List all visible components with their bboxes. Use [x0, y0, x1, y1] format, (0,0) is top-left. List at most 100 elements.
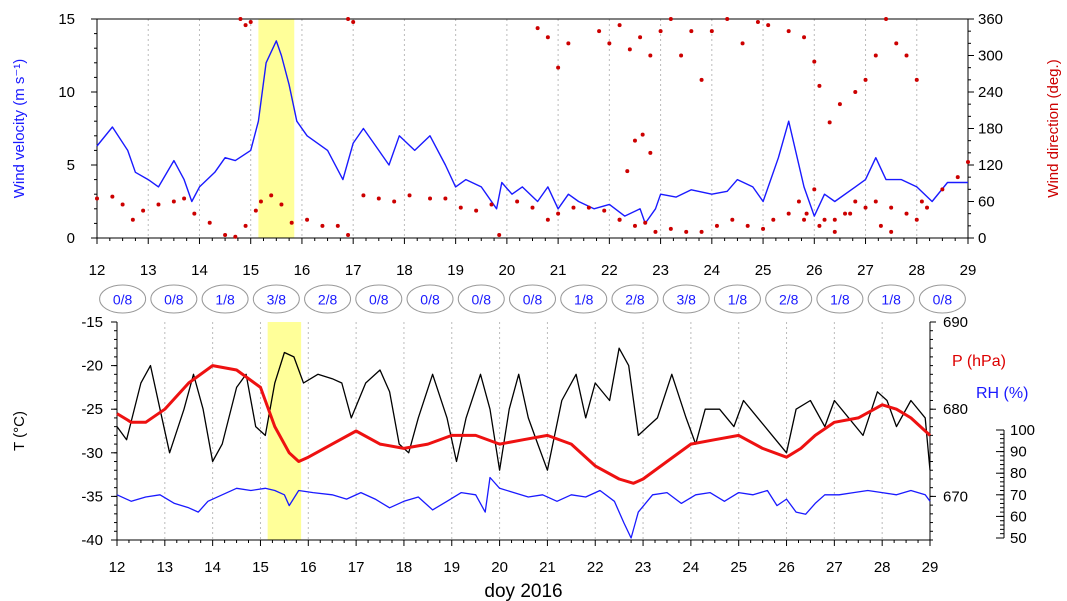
x-tick-label: 27 — [826, 559, 843, 576]
y-right-axis-label: Wind direction (deg.) — [1045, 59, 1062, 197]
x-tick-label: 14 — [191, 262, 208, 279]
x-tick-label: 14 — [204, 559, 221, 576]
wind-direction-point — [617, 23, 622, 28]
pressure-line — [116, 364, 932, 485]
cloud-cover-oval — [99, 284, 147, 314]
y-left-tick-label: -15 — [81, 314, 103, 331]
wind-direction-point — [535, 26, 540, 31]
wind-direction-point — [684, 229, 689, 234]
cloud-cover-label: 1/8 — [728, 292, 748, 308]
cloud-cover-oval — [304, 284, 352, 314]
wind-direction-point — [182, 196, 187, 201]
wind-direction-point — [812, 59, 817, 64]
wind-direction-point — [207, 220, 212, 225]
wind-direction-point — [863, 205, 868, 210]
x-tick-label: 26 — [806, 262, 823, 279]
wind-direction-point — [894, 41, 899, 46]
wind-direction-point — [761, 226, 766, 231]
cloud-cover-label: 0/8 — [164, 292, 184, 308]
y-left-tick-label: 15 — [58, 11, 75, 28]
y-left-tick-label: -30 — [81, 445, 103, 462]
wind-direction-point — [156, 202, 161, 207]
cloud-cover-label: 3/8 — [267, 292, 287, 308]
wind-direction-point — [607, 41, 612, 46]
x-tick-label: 18 — [396, 262, 413, 279]
x-tick-label: 17 — [345, 262, 362, 279]
wind-direction-point — [258, 199, 263, 204]
wind-direction-point — [904, 211, 909, 216]
x-tick-label: 15 — [242, 262, 259, 279]
x-tick-label: 20 — [491, 559, 508, 576]
x-tick-label: 28 — [874, 559, 891, 576]
wind-direction-point — [428, 196, 433, 201]
wind-direction-point — [223, 232, 228, 237]
y-left-tick-label: 10 — [58, 84, 75, 101]
wind-direction-point — [802, 35, 807, 40]
x-tick-label: 17 — [348, 559, 365, 576]
wind-direction-point — [632, 138, 637, 143]
wind-direction-point — [497, 232, 502, 237]
y-left-axis-label: T (°C) — [11, 411, 28, 451]
cloud-cover-oval — [406, 284, 454, 314]
cloud-cover-oval — [713, 284, 761, 314]
wind-direction-point — [130, 217, 135, 222]
wind-direction-point — [837, 102, 842, 107]
cloud-cover-label: 0/8 — [523, 292, 543, 308]
wind-direction-point — [602, 208, 607, 213]
wind-direction-point — [305, 217, 310, 222]
x-tick-label: 19 — [443, 559, 460, 576]
cloud-cover-label: 1/8 — [215, 292, 235, 308]
wind-direction-point — [643, 220, 648, 225]
temperature-line — [116, 347, 931, 471]
cloud-cover-label: 1/8 — [881, 292, 901, 308]
x-tick-label: 24 — [703, 262, 720, 279]
y-left-axis-label: Wind velocity (m s⁻¹) — [11, 59, 28, 199]
wind-direction-point — [709, 29, 714, 34]
wind-direction-point — [120, 202, 125, 207]
x-tick-label: 22 — [601, 262, 618, 279]
x-tick-label: 26 — [778, 559, 795, 576]
wind-direction-point — [474, 208, 479, 213]
x-tick-label: 27 — [857, 262, 874, 279]
wind-direction-point — [848, 211, 853, 216]
rh-tick-label: 50 — [1010, 530, 1027, 547]
wind-direction-point — [545, 35, 550, 40]
x-tick-label: 12 — [89, 262, 106, 279]
x-tick-label: 16 — [294, 262, 311, 279]
wind-direction-point — [853, 90, 858, 94]
rh-axis-label: RH (%) — [976, 385, 1028, 402]
x-tick-label: 12 — [109, 559, 126, 576]
wind-direction-point — [625, 169, 630, 174]
wind-direction-point — [392, 199, 397, 204]
wind-direction-point — [597, 29, 602, 34]
wind-direction-point — [269, 193, 274, 198]
y-right-tick-label: 670 — [943, 488, 968, 505]
wind-direction-point — [653, 229, 658, 234]
y-right-tick-label: 180 — [978, 121, 1003, 138]
x-tick-label: 13 — [140, 262, 157, 279]
x-tick-label: 28 — [908, 262, 925, 279]
wind-direction-point — [802, 217, 807, 222]
wind-direction-point — [192, 211, 197, 216]
plot-frame — [96, 18, 969, 239]
wind-direction-point — [632, 223, 637, 228]
y-right-tick-label: 240 — [978, 84, 1003, 101]
wind-direction-point — [648, 53, 653, 58]
x-tick-label: 20 — [499, 262, 516, 279]
y-left-tick-label: -40 — [81, 532, 103, 549]
cloud-cover-oval — [355, 284, 403, 314]
wind-direction-point — [515, 199, 520, 204]
wind-direction-point — [699, 77, 704, 82]
wind-direction-point — [804, 211, 809, 216]
wind-direction-point — [110, 194, 115, 199]
x-tick-label: 29 — [922, 559, 939, 576]
x-tick-label: 25 — [730, 559, 747, 576]
x-tick-label: 16 — [300, 559, 317, 576]
wind-direction-point — [141, 208, 146, 213]
wind-direction-point — [248, 20, 253, 25]
wind-direction-point — [817, 223, 822, 228]
y-right-tick-label: 0 — [978, 230, 986, 247]
wind-direction-point — [919, 199, 924, 204]
wind-direction-point — [648, 150, 653, 155]
wind-direction-point — [530, 205, 535, 210]
